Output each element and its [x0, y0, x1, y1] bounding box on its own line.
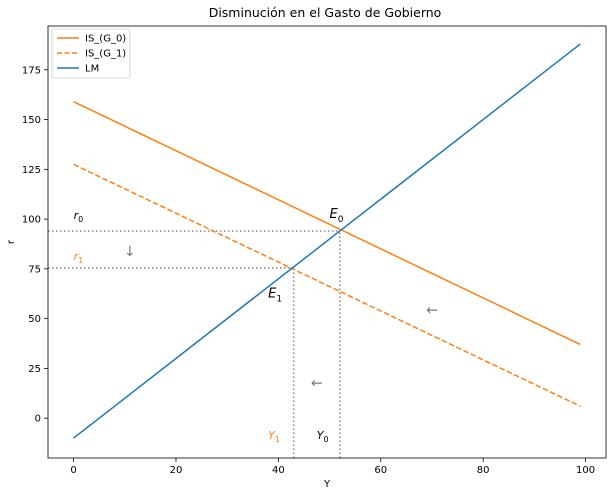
annotation-r1: r1 — [74, 250, 84, 265]
annotation-y0-sub: 0 — [323, 435, 328, 444]
series-line-lm — [73, 43, 581, 439]
x-tick-label-20: 20 — [170, 465, 183, 476]
x-tick-label-80: 80 — [477, 465, 490, 476]
annotation-r0: r0 — [74, 209, 84, 224]
y-axis: 0 25 50 75 100 125 150 175 — [22, 65, 48, 425]
x-tick-label-100: 100 — [576, 465, 595, 476]
legend-label-2: LM — [85, 64, 99, 75]
annotation-r0-base: r — [74, 209, 80, 222]
legend-box — [51, 28, 131, 79]
legend-label-0: IS_(G_0) — [85, 34, 126, 45]
annotation-r1-sub: 1 — [78, 256, 83, 265]
y-tick-label-50: 50 — [28, 314, 41, 325]
x-tick-label-40: 40 — [272, 465, 285, 476]
series-line-is-g-0 — [73, 100, 581, 346]
x-axis: 0 20 40 60 80 100 — [70, 458, 595, 476]
y-axis-label: r — [6, 239, 17, 244]
annotation-e1-base: E — [268, 287, 277, 302]
legend: IS_(G_0) IS_(G_1) LM — [51, 28, 131, 79]
annotation-y1-base: Y — [268, 429, 276, 442]
annotation-y1-sub: 1 — [275, 435, 280, 444]
annotation-y0: Y0 — [317, 429, 329, 444]
x-tick-label-0: 0 — [70, 465, 76, 476]
x-tick-label-60: 60 — [374, 465, 387, 476]
y-tick-label-175: 175 — [22, 65, 41, 76]
y-tick-label-150: 150 — [22, 115, 41, 126]
arrow-down-icon: ↓ — [124, 244, 136, 260]
annotation-e1-sub: 1 — [276, 294, 282, 304]
series-line-is-g-1 — [73, 163, 581, 407]
y-tick-label-125: 125 — [22, 165, 41, 176]
legend-label-1: IS_(G_1) — [85, 49, 126, 60]
arrow-left-right-icon: ← — [426, 303, 438, 319]
annotation-e0: E0 — [330, 207, 344, 225]
annotation-r0-sub: 0 — [78, 215, 83, 224]
annotation-r1-base: r — [74, 250, 80, 263]
x-axis-label: Y — [323, 479, 331, 490]
y-tick-label-0: 0 — [35, 414, 41, 425]
annotation-y1: Y1 — [268, 429, 280, 444]
chart-title: Disminución en el Gasto de Gobierno — [209, 5, 442, 20]
plot-area — [48, 43, 581, 458]
y-tick-label-75: 75 — [28, 264, 41, 275]
annotation-e0-base: E — [330, 207, 339, 222]
annotation-e0-sub: 0 — [338, 215, 344, 225]
y-tick-label-100: 100 — [22, 215, 41, 226]
y-tick-label-25: 25 — [28, 364, 41, 375]
arrow-left-bottom-icon: ← — [311, 375, 323, 391]
plot-frame — [47, 25, 607, 459]
annotation-y0-base: Y — [317, 429, 325, 442]
annotation-e1: E1 — [268, 287, 282, 305]
